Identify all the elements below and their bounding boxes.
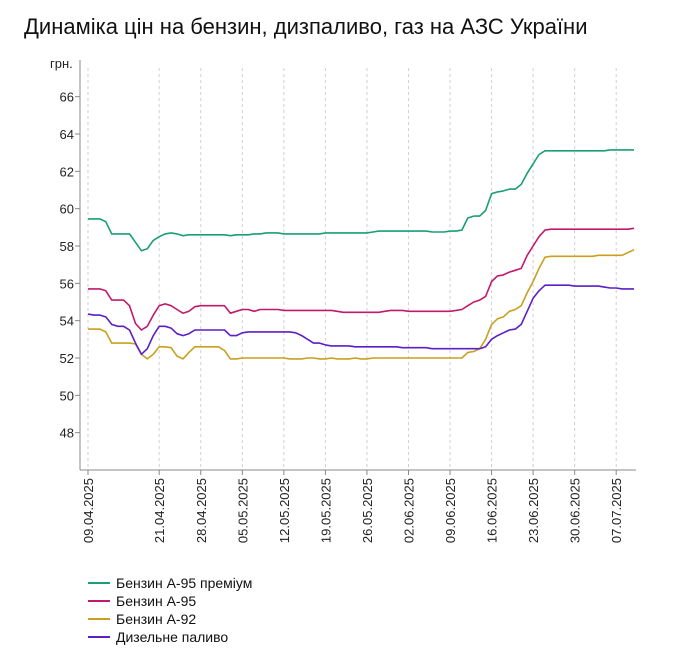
- axis-layer: 48 50 52 54 56 58 60 62 64 66 09.04.2025 21.04.2025…: [60, 60, 636, 543]
- x-tick-label: 26.05.2025: [360, 478, 375, 543]
- chart-title: Динаміка цін на бензин, дизпаливо, газ н…: [24, 14, 588, 39]
- x-tick-label: 23.06.2025: [526, 478, 541, 543]
- x-tick-label: 28.04.2025: [194, 478, 209, 543]
- legend-swatch: [88, 600, 110, 602]
- grid-layer: [87, 68, 617, 470]
- y-tick-label: 62: [60, 164, 74, 179]
- series-line: [88, 248, 635, 360]
- series-line: [87, 284, 634, 356]
- y-axis-unit-label: грн.: [50, 56, 73, 71]
- series-layer: [87, 149, 635, 360]
- y-tick-label: 48: [60, 426, 74, 441]
- legend-label: Бензин А-92: [116, 611, 197, 627]
- y-tick-label: 66: [60, 90, 74, 105]
- x-tick-label: 12.05.2025: [277, 478, 292, 543]
- legend-swatch: [88, 618, 110, 620]
- y-tick-label: 54: [60, 314, 74, 329]
- x-tick-label: 09.06.2025: [443, 478, 458, 543]
- legend-item: Бензин А-95: [88, 592, 252, 610]
- legend-item: Бензин А-95 преміум: [88, 574, 252, 592]
- x-tick-label: 16.06.2025: [485, 478, 500, 543]
- series-line: [88, 149, 634, 252]
- y-tick-label: 58: [60, 239, 74, 254]
- x-tick-label: 07.07.2025: [609, 478, 624, 543]
- x-tick-label: 02.06.2025: [401, 478, 416, 543]
- legend-swatch: [88, 582, 110, 584]
- legend-label: Дизельне паливо: [116, 629, 229, 645]
- legend-item: Бензин А-92: [88, 610, 252, 628]
- y-tick-label: 56: [60, 276, 74, 291]
- legend-item: Дизельне паливо: [88, 628, 252, 646]
- x-tick-label: 09.04.2025: [81, 478, 96, 543]
- legend-label: Бензин А-95 преміум: [116, 575, 253, 591]
- y-tick-label: 64: [60, 127, 74, 142]
- x-tick-label: 05.05.2025: [235, 478, 250, 543]
- y-tick-label: 52: [60, 351, 74, 366]
- x-tick-label: 19.05.2025: [318, 478, 333, 543]
- y-tick-label: 50: [60, 388, 74, 403]
- x-tick-label: 30.06.2025: [568, 478, 583, 543]
- legend-swatch: [88, 636, 110, 638]
- y-tick-label: 60: [60, 202, 74, 217]
- x-tick-label: 21.04.2025: [152, 478, 167, 543]
- chart-legend: Бензин А-95 преміум Бензин А-95 Бензин А…: [88, 574, 252, 646]
- series-line: [88, 227, 635, 331]
- legend-label: Бензин А-95: [116, 593, 197, 609]
